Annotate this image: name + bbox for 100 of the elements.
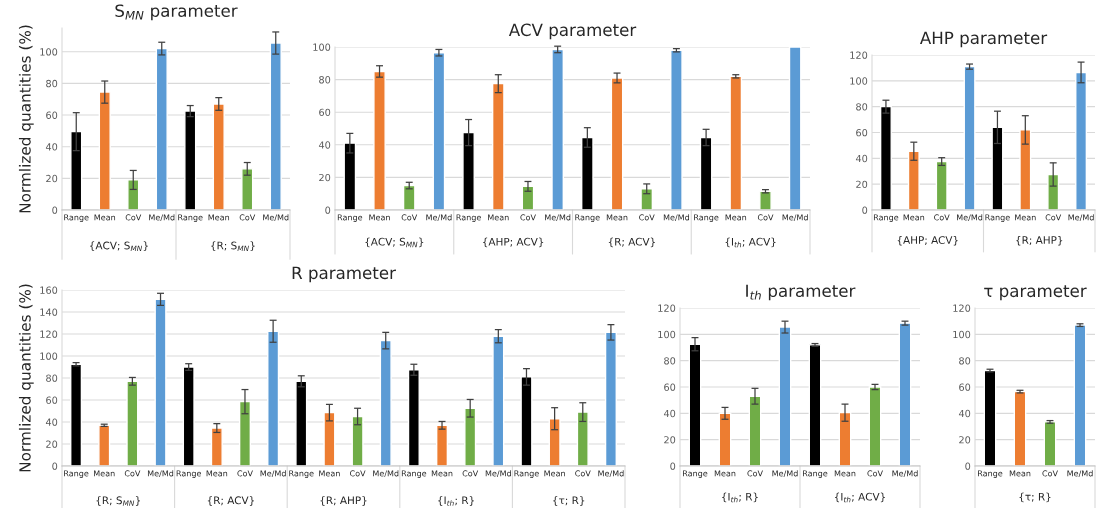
bar	[70, 130, 83, 210]
chart-title: τ parameter	[984, 285, 1087, 301]
bar	[432, 52, 446, 210]
y-tick-label: 80	[319, 76, 331, 84]
y-tick-label: 100	[40, 352, 58, 360]
x-tick-label: Me/Md	[147, 470, 174, 478]
y-tick-label: 100	[40, 48, 58, 56]
text: {R; ACV}	[207, 496, 254, 506]
bar	[670, 49, 683, 210]
x-tick-label: CoV	[1042, 470, 1058, 477]
bar	[155, 47, 168, 210]
y-tick-label: 100	[658, 330, 676, 339]
y-tick-label: 40	[958, 409, 971, 418]
bar	[70, 363, 83, 466]
text: {ACV; S$_{MN}$}	[365, 237, 424, 248]
x-tick-label: Mean	[725, 214, 747, 221]
x-tick-label: CoV	[124, 470, 141, 477]
x-tick-label: Range	[401, 470, 427, 478]
text: {I$_{th}$; ACV}	[835, 492, 885, 503]
bar	[838, 411, 852, 466]
bar	[1073, 324, 1087, 466]
y-tick-label: 80	[46, 374, 58, 382]
x-tick-label: Me/Md	[1067, 470, 1093, 478]
x-tick-label: Me/Md	[663, 214, 690, 222]
bar	[581, 136, 594, 210]
x-tick-label: Range	[64, 214, 89, 222]
y-tick-label: 60	[46, 396, 58, 404]
y-tick-label: 40	[663, 409, 676, 418]
x-tick-label: Mean	[606, 214, 628, 221]
x-tick-label: Range	[803, 470, 828, 478]
text: {ACV; S$_{MN}$}	[90, 241, 148, 251]
text: {AHP; ACV}	[897, 235, 958, 246]
x-tick-label: Mean	[94, 214, 116, 221]
bar	[379, 339, 392, 466]
bar	[778, 326, 792, 466]
x-tick-label: Me/Md	[485, 470, 511, 478]
x-tick-label: CoV	[237, 470, 253, 477]
bar	[729, 75, 743, 210]
x-tick-label: CoV	[125, 214, 142, 221]
text: {I$_{th}$; R}	[722, 492, 758, 503]
text: {R; ACV}	[608, 237, 655, 248]
x-tick-label: Range	[178, 214, 203, 222]
text: {R; S$_{MN}$}	[211, 241, 255, 251]
y-tick-label: 100	[313, 43, 331, 51]
x-tick-label: Mean	[1009, 470, 1031, 477]
bar	[907, 150, 920, 210]
bar	[879, 105, 892, 210]
bar	[269, 42, 282, 210]
x-tick-label: Range	[978, 470, 1003, 478]
chart-title: AHP parameter	[919, 31, 1048, 48]
x-tick-label: Mean	[94, 470, 115, 477]
text: {I$_{th}$; R}	[438, 496, 474, 506]
x-tick-label: Me/Md	[892, 470, 918, 478]
chart-title: ACV parameter	[508, 23, 637, 40]
x-tick-label: Mean	[714, 470, 736, 477]
text: {R; S$_{MN}$}	[96, 496, 140, 506]
y-tick-label: 40	[855, 154, 868, 163]
x-tick-label: CoV	[462, 470, 479, 477]
y-tick-label: 120	[850, 51, 868, 59]
y-tick-label: 0	[52, 462, 58, 470]
x-tick-label: Me/Md	[260, 470, 286, 478]
x-tick-label: Range	[873, 214, 899, 222]
x-tick-label: CoV	[349, 470, 366, 477]
y-tick-label: 100	[953, 330, 971, 339]
x-tick-label: Mean	[206, 470, 228, 477]
bar	[551, 48, 564, 210]
text: {AHP; ACV}	[483, 237, 544, 248]
bar	[699, 136, 713, 210]
x-tick-label: Me/Md	[426, 214, 452, 222]
bar	[323, 411, 336, 466]
bar	[210, 427, 223, 466]
x-tick-label: CoV	[639, 214, 655, 221]
bar	[295, 380, 308, 466]
x-tick-label: CoV	[1045, 214, 1062, 221]
y-tick-label: 140	[40, 308, 58, 316]
bar	[462, 131, 475, 210]
y-tick-label: 160	[40, 286, 58, 294]
x-tick-label: Range	[289, 470, 314, 478]
y-tick-label: 0	[325, 206, 331, 214]
x-tick-label: Range	[514, 470, 539, 478]
x-tick-label: Mean	[1015, 214, 1036, 221]
y-tick-label: 20	[664, 436, 676, 444]
x-tick-label: Me/Md	[1068, 214, 1094, 222]
y-tick-label: 80	[959, 357, 971, 365]
x-tick-label: Mean	[369, 214, 390, 221]
y-tick-label: 40	[318, 141, 331, 149]
y-tick-label: 100	[850, 77, 868, 85]
bar	[492, 335, 505, 466]
bar	[402, 184, 416, 210]
x-tick-label: Range	[694, 214, 719, 222]
x-tick-label: Me/Md	[598, 470, 624, 478]
y-tick-label: 0	[52, 206, 58, 214]
bar	[184, 110, 197, 210]
x-tick-label: CoV	[747, 470, 763, 477]
x-tick-label: CoV	[401, 214, 418, 221]
bar	[435, 424, 449, 466]
bar	[407, 369, 420, 466]
x-tick-label: Me/Md	[957, 214, 983, 222]
y-tick-label: 40	[45, 418, 58, 426]
x-tick-label: Range	[456, 214, 481, 222]
